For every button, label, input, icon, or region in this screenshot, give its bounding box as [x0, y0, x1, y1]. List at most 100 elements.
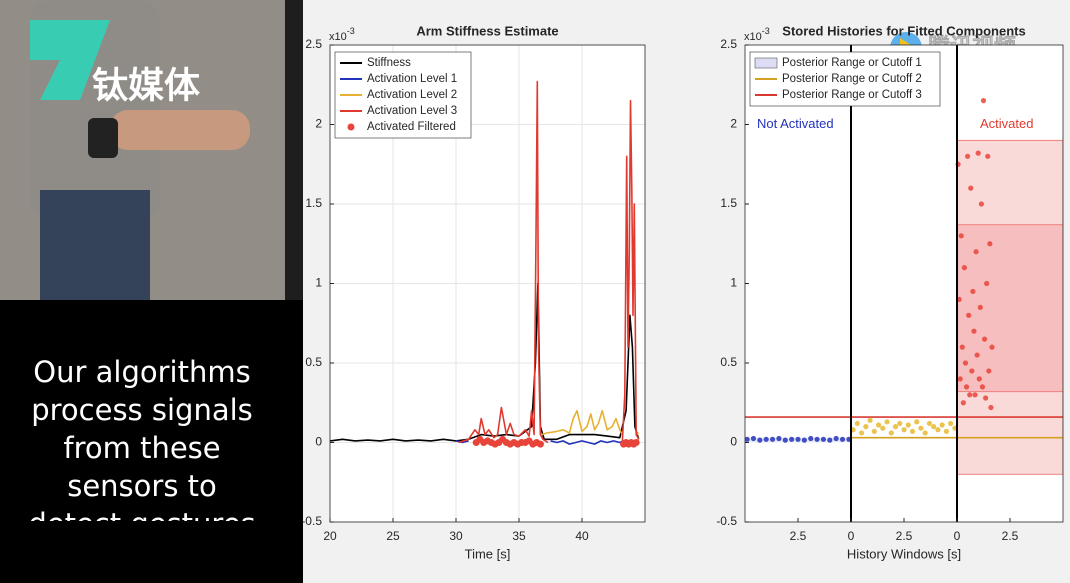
jeans [40, 190, 150, 300]
point [963, 384, 970, 390]
arm [110, 110, 250, 150]
chart: -0.5 0 0.5 1 1.5 2 2.5 2.5 0 2.5 0 2.5 History Windo… [716, 23, 1064, 561]
point [973, 249, 979, 255]
point [975, 150, 981, 156]
point [968, 185, 974, 191]
y-tick-label: 2 [315, 117, 322, 131]
point [926, 420, 933, 427]
y-tick-label: 0 [730, 435, 737, 449]
point [981, 336, 988, 342]
point [935, 427, 941, 433]
point [948, 420, 954, 427]
point [957, 376, 963, 382]
point [987, 241, 993, 247]
y-tick-label: 1.5 [305, 196, 322, 210]
point [962, 360, 969, 366]
point [776, 435, 782, 442]
caption-line: sensors to [67, 469, 217, 503]
x-axis-label: Time [s] [465, 546, 511, 561]
x-tick-label: 35 [512, 529, 526, 543]
x-tick-label: 40 [575, 529, 589, 543]
point [769, 436, 776, 442]
point [943, 428, 950, 434]
point [867, 417, 873, 423]
legend-label: Posterior Range or Cutoff 3 [782, 89, 922, 101]
y-tick-label: 1.5 [720, 196, 737, 210]
x-tick-label: 0 [848, 529, 855, 543]
point [808, 435, 814, 442]
video-edge [285, 0, 303, 300]
point [884, 419, 890, 425]
point [988, 404, 994, 411]
point [989, 344, 995, 350]
point [909, 428, 916, 434]
point [871, 428, 877, 434]
y-tick-label: 1 [730, 276, 737, 290]
point [795, 436, 801, 442]
armband [88, 118, 118, 158]
legend-label: Activation Level 3 [367, 105, 457, 117]
point [965, 153, 971, 159]
point [914, 419, 920, 425]
point [979, 384, 986, 390]
caption: Our algorithms process signals from these s… [28, 355, 255, 521]
y-multiplier: x10-3 [329, 26, 355, 43]
legend-label: Stiffness [367, 57, 411, 69]
logo-mark [30, 20, 110, 100]
point [959, 344, 965, 350]
point [969, 368, 975, 374]
point [971, 328, 977, 334]
point [976, 376, 982, 382]
point [978, 201, 984, 207]
point [750, 435, 757, 442]
point [875, 422, 882, 428]
region [956, 139, 1063, 475]
x-tick-label: 30 [449, 529, 463, 543]
point [880, 425, 886, 431]
chart: -0.5 0 0.5 1 1.5 2 2.5 20 25 30 35 40 Time [s] Arm St… [301, 23, 646, 561]
point [839, 436, 846, 442]
point [814, 436, 820, 442]
point [918, 425, 924, 431]
x-tick-label: 25 [386, 529, 400, 543]
x-tick-label: 2.5 [896, 529, 913, 543]
point [859, 430, 865, 436]
point [960, 400, 966, 406]
x-tick-label: 20 [323, 529, 337, 543]
point [984, 280, 990, 287]
x-tick-label: 0 [954, 529, 961, 543]
region [956, 224, 1063, 393]
y-tick-label: 0 [315, 435, 322, 449]
point [757, 437, 763, 443]
point [789, 436, 795, 442]
legend-swatch [347, 123, 355, 131]
y-tick-label: 0.5 [305, 355, 322, 369]
point [782, 437, 788, 443]
y-tick-label: 0.5 [720, 355, 737, 369]
caption-line: Our algorithms [33, 355, 250, 389]
multiplier-exponent: -3 [762, 26, 770, 36]
point [901, 427, 907, 433]
point [892, 424, 899, 430]
annotation: Activated [980, 116, 1033, 131]
caption-line: process signals [31, 393, 253, 427]
y-tick-label: 1 [315, 276, 322, 290]
point [970, 288, 976, 295]
point [974, 352, 980, 358]
point [763, 436, 769, 442]
y-tick-label: -0.5 [301, 514, 322, 528]
point [972, 392, 978, 398]
point [801, 437, 807, 443]
chart-title: Arm Stiffness Estimate [416, 23, 558, 38]
y-tick-label: 2.5 [305, 37, 322, 51]
point [863, 424, 869, 430]
multiplier-exponent: -3 [347, 26, 355, 36]
caption-line: from these [63, 431, 220, 465]
y-tick-label: -0.5 [716, 514, 737, 528]
multiplier-base: x10 [744, 31, 762, 43]
charts: -0.5 0 0.5 1 1.5 2 2.5 20 25 30 35 40 Time [s] Arm St… [301, 23, 1064, 561]
point [827, 437, 833, 443]
legend-label: Activated Filtered [367, 121, 456, 133]
video-panel: 钛媒体 Our algorithms process signals from th… [0, 0, 303, 583]
point [967, 392, 973, 398]
